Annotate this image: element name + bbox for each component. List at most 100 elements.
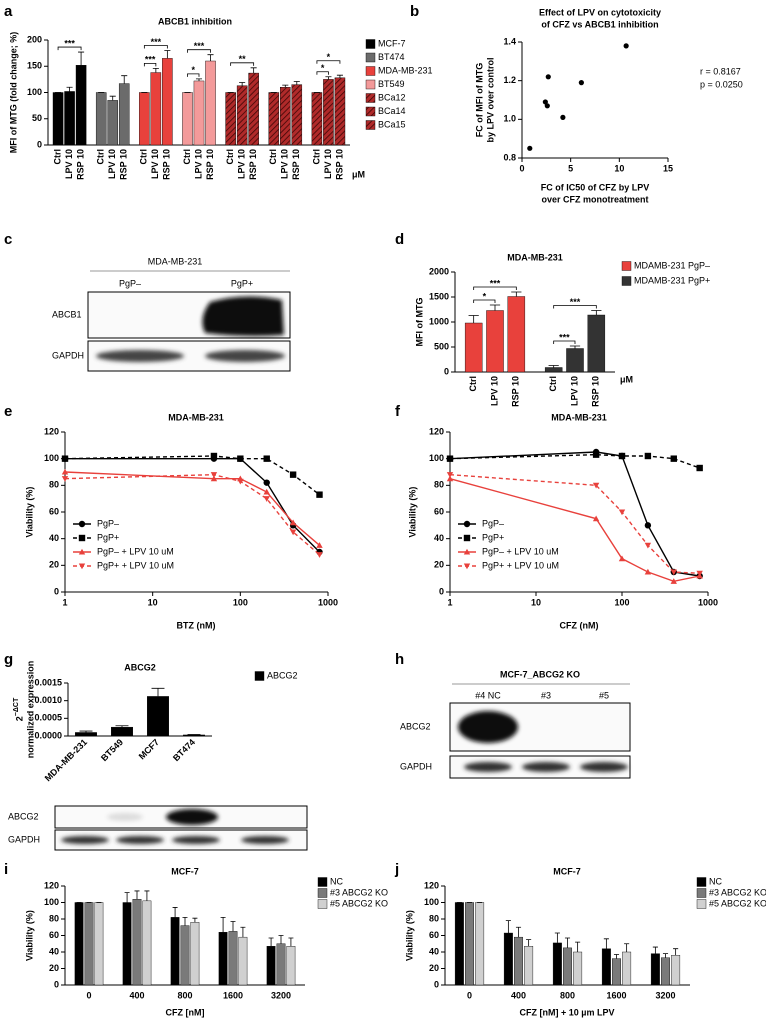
legend-label: BT474 [378, 52, 405, 62]
bar [524, 946, 534, 986]
lane-label: #4 NC [475, 690, 501, 700]
bar [276, 943, 286, 986]
bar [162, 58, 173, 146]
unit-label: μM [352, 169, 365, 179]
lane-label: #5 [599, 690, 609, 700]
x-tick-label: RSP 10 [334, 149, 344, 180]
y-tick-label: 0 [37, 139, 42, 149]
y-tick-label: 120 [429, 426, 444, 436]
y-tick-label: 0.0010 [34, 695, 62, 705]
x-tick-label: 10 [614, 163, 624, 173]
y-axis-label: MFI of MTG (fold change; %) [8, 32, 18, 153]
point [560, 114, 566, 120]
y-tick-label: 0 [434, 979, 439, 989]
legend-swatch [365, 79, 376, 90]
bar [146, 696, 169, 737]
y-tick-label: 1.0 [503, 114, 516, 124]
significance-bracket [553, 305, 597, 309]
bar [311, 92, 323, 146]
bar [74, 732, 97, 737]
marker [263, 496, 270, 502]
x-axis-label: BTZ (nM) [177, 620, 216, 630]
error-bar [293, 81, 300, 85]
y-tick-label: 0 [54, 586, 59, 596]
bar [122, 902, 132, 986]
error-bar [195, 78, 203, 81]
legend-swatch [317, 899, 328, 909]
marker [463, 548, 471, 555]
x-tick-label: 15 [663, 163, 673, 173]
bar [75, 64, 87, 146]
error-bar [603, 938, 609, 949]
significance-bracket [473, 299, 496, 303]
legend-label: #5 ABCG2 KO [709, 898, 766, 908]
point [578, 80, 584, 86]
bar [587, 314, 606, 373]
bar [475, 902, 485, 986]
y-tick-label: 1.4 [503, 36, 516, 46]
marker [463, 563, 471, 570]
significance-bracket [473, 286, 517, 290]
x-tick-label: 1000 [318, 597, 338, 607]
significance-label: *** [145, 55, 156, 65]
error-bar [278, 935, 284, 944]
marker [237, 478, 244, 485]
blot-band [205, 350, 285, 362]
point [623, 43, 629, 49]
marker [618, 509, 626, 516]
y-tick-label: 40 [429, 946, 439, 956]
marker [263, 479, 270, 486]
x-tick-label: RSP 10 [75, 149, 85, 180]
marker [644, 568, 652, 575]
y-tick-label: 100 [424, 897, 439, 907]
error-bar [78, 51, 85, 66]
marker [618, 555, 626, 562]
legend-swatch [365, 106, 376, 117]
marker [237, 455, 244, 462]
blot-band [458, 711, 518, 743]
x-tick-label: 100 [233, 597, 248, 607]
error-bar [220, 916, 226, 933]
x-tick-label: 1 [447, 597, 452, 607]
chart-title: of CFZ vs ABCB1 inhibition [541, 19, 658, 29]
significance-bracket [230, 62, 255, 66]
significance-label: *** [194, 41, 205, 51]
x-tick-label: LPV 10 [237, 149, 247, 179]
x-tick-label: RSP 10 [205, 149, 215, 180]
blot-h: h MCF-7_ABCG2 KO #4 NC #3 #5 ABCG2 GAPDH [395, 651, 631, 779]
x-tick-label: 800 [177, 990, 192, 1000]
panel-letter: f [395, 403, 401, 420]
legend-label: ABCG2 [267, 670, 298, 680]
panel-letter: d [395, 231, 404, 248]
bar [612, 958, 621, 986]
stat-annotation: r = 0.8167 [700, 66, 741, 76]
x-tick-label: LPV 10 [569, 376, 579, 406]
marker [592, 482, 600, 489]
y-tick-label: 2000 [429, 266, 449, 276]
error-bar [673, 948, 679, 956]
chart-title: MDA-MB-231 [551, 412, 607, 422]
error-bar [288, 937, 294, 947]
marker [446, 475, 454, 482]
x-tick-label: LPV 10 [107, 149, 117, 179]
error-bar [591, 310, 602, 315]
bar [268, 92, 280, 146]
bar [486, 310, 504, 373]
bar [573, 951, 583, 986]
blot-band [116, 836, 164, 844]
point [542, 99, 548, 105]
blot-band [580, 762, 628, 772]
marker [316, 491, 323, 498]
y-tick-label: 40 [49, 946, 59, 956]
x-tick-label: LPV 10 [193, 149, 203, 179]
legend-label: #5 ABCG2 KO [330, 898, 388, 908]
legend-label: BCa14 [378, 106, 406, 116]
panel-letter: h [395, 651, 404, 668]
bar [622, 951, 632, 986]
error-bar [239, 82, 246, 86]
y-tick-label: 120 [44, 880, 59, 890]
bar [238, 936, 248, 986]
x-tick-label: BT549 [99, 737, 125, 763]
marker [463, 520, 471, 528]
error-bar [115, 725, 129, 728]
